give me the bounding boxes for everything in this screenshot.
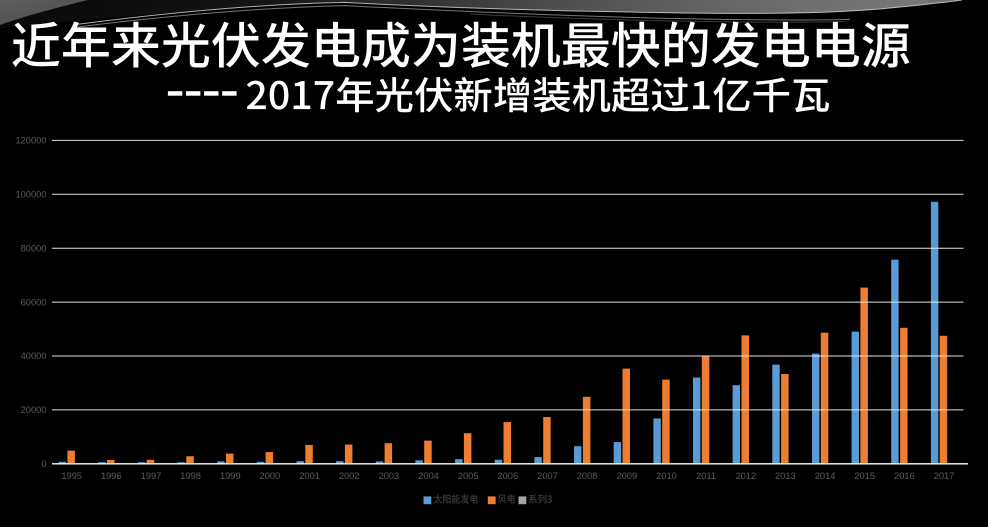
svg-text:1997: 1997 [141, 471, 162, 481]
svg-text:2011: 2011 [696, 471, 716, 481]
svg-text:2017: 2017 [934, 471, 955, 481]
svg-text:100000: 100000 [15, 190, 46, 200]
svg-text:1995: 1995 [61, 471, 82, 481]
svg-text:2013: 2013 [775, 471, 796, 481]
svg-text:2005: 2005 [458, 471, 479, 481]
svg-text:80000: 80000 [21, 243, 47, 253]
svg-text:2015: 2015 [854, 471, 875, 481]
svg-text:0: 0 [41, 459, 46, 469]
svg-text:20000: 20000 [21, 405, 47, 415]
svg-text:120000: 120000 [15, 136, 46, 146]
svg-text:2012: 2012 [735, 471, 756, 481]
svg-text:2000: 2000 [260, 471, 281, 481]
svg-text:2004: 2004 [418, 471, 439, 481]
svg-text:60000: 60000 [21, 297, 47, 307]
svg-text:2009: 2009 [616, 471, 637, 481]
svg-text:2014: 2014 [815, 471, 836, 481]
svg-text:1998: 1998 [180, 471, 201, 481]
svg-text:1999: 1999 [220, 471, 241, 481]
svg-text:1996: 1996 [101, 471, 122, 481]
svg-text:2001: 2001 [299, 471, 320, 481]
svg-text:2002: 2002 [339, 471, 360, 481]
svg-text:2007: 2007 [537, 471, 558, 481]
svg-text:2010: 2010 [656, 471, 677, 481]
svg-text:2008: 2008 [577, 471, 598, 481]
svg-text:2016: 2016 [894, 471, 915, 481]
svg-text:40000: 40000 [21, 351, 47, 361]
svg-text:2003: 2003 [379, 471, 400, 481]
svg-text:2006: 2006 [497, 471, 518, 481]
